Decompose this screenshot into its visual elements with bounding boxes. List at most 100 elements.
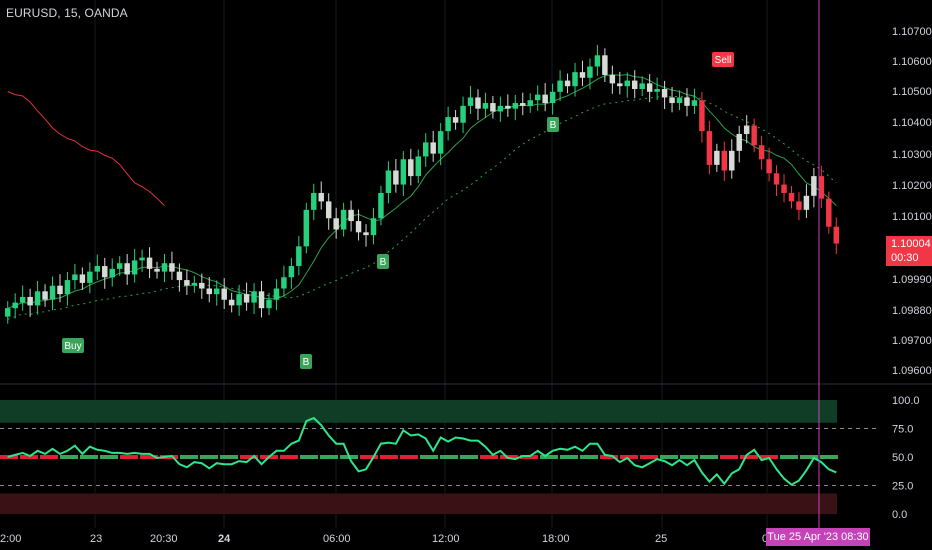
candle-body — [781, 184, 787, 193]
candle-body — [617, 83, 623, 87]
candle-body — [512, 103, 519, 109]
candle-body — [594, 55, 601, 67]
candle-body — [5, 308, 11, 317]
candle-body — [161, 263, 168, 272]
candle-body — [199, 282, 205, 289]
price-tick-label: 1.09880 — [892, 305, 932, 317]
osc-upper-band — [0, 400, 715, 423]
signal-badge — [712, 52, 734, 67]
osc-mid-segment — [420, 455, 438, 459]
candle-body — [64, 280, 71, 295]
time-axis[interactable]: 2:00 23 20:30 24 06:00 12:00 18:00 25 0 — [0, 533, 768, 545]
candle-body — [273, 288, 280, 300]
osc-mid-segment — [720, 455, 738, 459]
candle-body — [415, 156, 421, 177]
candle-body — [191, 282, 198, 286]
candle-body — [146, 257, 153, 269]
osc-upper-band-2 — [715, 400, 837, 423]
osc-mid-segment — [700, 455, 718, 459]
oscillator-main-line — [7, 416, 837, 486]
osc-mid-segment — [440, 455, 458, 459]
signal-buy-marker: B — [300, 354, 312, 369]
candle-body — [557, 80, 563, 92]
candle-body — [87, 271, 93, 283]
candle-body — [385, 170, 392, 193]
candle-body — [116, 263, 123, 269]
candle-body — [221, 288, 227, 300]
oscillator-bands — [0, 400, 880, 514]
price-tick-label: 1.10200 — [892, 180, 932, 192]
candle-body — [445, 117, 451, 132]
osc-mid-segment — [780, 455, 798, 459]
fast-ma-line — [7, 74, 837, 309]
candle-body — [437, 131, 444, 154]
candle-body — [258, 291, 265, 309]
red-ma-line — [7, 91, 165, 206]
osc-mid-segment — [140, 455, 158, 459]
candle-body — [639, 83, 645, 90]
price-tick-label: 1.10600 — [892, 56, 932, 68]
osc-mid-segment — [680, 455, 698, 459]
chart-grid — [94, 0, 768, 528]
candle-body — [527, 100, 533, 106]
candle-body — [796, 201, 802, 210]
candle-body — [534, 94, 541, 101]
osc-mid-segment — [460, 455, 478, 459]
signal-buy-marker: Buy — [62, 338, 84, 353]
osc-mid-segment — [80, 455, 98, 459]
candle-body — [609, 74, 616, 84]
candle-body — [579, 72, 586, 78]
candle-body — [721, 150, 728, 171]
candle-body — [706, 131, 713, 165]
osc-mid-segment — [620, 455, 638, 459]
osc-mid-segment — [640, 455, 658, 459]
candle-body — [333, 218, 339, 230]
signal-badge — [377, 254, 389, 269]
osc-mid-segment — [220, 455, 238, 459]
osc-mid-segment — [400, 455, 418, 459]
osc-mid-segment — [180, 455, 198, 459]
candle-body — [236, 294, 242, 306]
candle-body — [154, 268, 160, 272]
price-axis[interactable]: 1.10700 1.10600 1.10500 1.10400 1.10300 1.102… — [892, 26, 932, 377]
candle-body — [355, 221, 362, 233]
candle-body — [482, 103, 489, 109]
price-tick-label: 1.10100 — [892, 211, 932, 223]
candle-body — [758, 145, 765, 160]
candle-body — [303, 209, 310, 247]
candle-body — [684, 97, 690, 106]
candle-body — [430, 142, 436, 154]
signal-markers[interactable]: Buy B B B Sell — [62, 52, 734, 369]
osc-tick-label: 75.0 — [892, 424, 913, 436]
candle-body — [124, 263, 130, 275]
osc-mid-segment — [740, 455, 758, 459]
candle-body — [646, 83, 653, 92]
signal-label: B — [303, 357, 310, 368]
signal-buy-marker: B — [377, 254, 389, 269]
candle-body — [497, 105, 504, 112]
moving-average-lines — [7, 74, 837, 320]
candle-body — [811, 176, 817, 196]
osc-mid-segment — [360, 455, 378, 459]
osc-mid-segment — [40, 455, 58, 459]
time-tick-label: 0 — [762, 533, 768, 545]
osc-mid-segment — [580, 455, 598, 459]
candle-body — [266, 299, 272, 309]
symbol-title[interactable]: EURUSD, 15, OANDA — [6, 6, 128, 20]
candle-body — [788, 192, 795, 202]
candle-body — [72, 274, 78, 281]
candle-body — [467, 97, 474, 106]
last-price-label: 1.10004 00:30 — [886, 236, 932, 266]
crosshair-time-label: Tue 25 Apr '23 08:30 — [766, 528, 870, 546]
candle-body — [654, 89, 660, 92]
candle-body — [363, 232, 369, 236]
osc-mid-segment — [200, 455, 218, 459]
osc-mid-segment — [240, 455, 258, 459]
candle-body — [378, 192, 384, 219]
oscillator-axis[interactable]: 100.0 75.0 50.0 25.0 0.0 — [892, 395, 920, 521]
time-tick-label: 2:00 — [0, 533, 21, 545]
candle-body — [408, 159, 414, 177]
candlestick-series[interactable] — [5, 44, 839, 324]
candle-body — [19, 296, 26, 303]
